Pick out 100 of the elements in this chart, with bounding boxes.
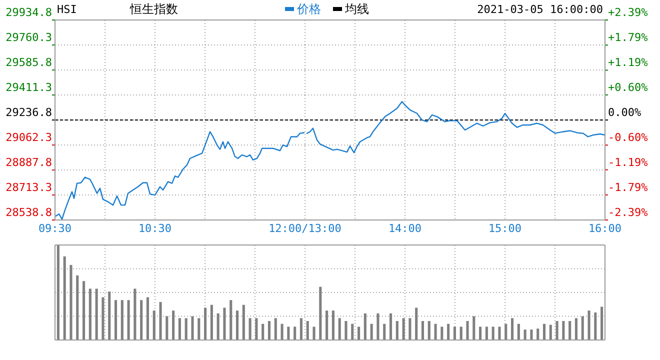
bar: [102, 297, 104, 340]
bar: [396, 321, 398, 340]
bar: [82, 281, 86, 340]
bar: [300, 318, 302, 340]
bar: [510, 318, 514, 340]
x-tick-label: 15:00: [488, 222, 522, 235]
bar: [504, 324, 508, 340]
bar: [517, 324, 520, 340]
bar: [351, 324, 354, 340]
bar: [332, 310, 334, 340]
bar: [376, 313, 380, 340]
bar: [562, 321, 565, 340]
bar: [63, 256, 66, 340]
bar: [134, 288, 136, 340]
y-tick-label: 29411.3: [6, 81, 52, 94]
x-tick-label: 12:00/13:00: [268, 222, 342, 235]
bar: [498, 326, 501, 340]
bar: [268, 321, 271, 340]
bar: [338, 318, 341, 340]
bar: [166, 316, 168, 340]
bar: [152, 310, 156, 340]
bar: [594, 312, 597, 340]
bar: [434, 324, 437, 340]
bar: [280, 324, 284, 340]
text: 2021-03-05 16:00:00: [477, 3, 603, 16]
bar: [453, 326, 456, 340]
bar: [408, 318, 412, 340]
bar: [114, 300, 118, 340]
bar: [524, 330, 526, 340]
legend-label: 均线: [344, 2, 369, 16]
bar: [312, 326, 316, 340]
bar: [198, 318, 200, 340]
bar: [184, 318, 188, 340]
y-tick-label: 29062.3: [6, 131, 52, 144]
bar: [415, 308, 418, 340]
bar: [262, 324, 264, 340]
text: 0.00%: [608, 106, 642, 119]
bar: [230, 300, 232, 340]
chart-title: 恒生指数: [129, 2, 178, 16]
bar: [95, 288, 98, 340]
bar: [242, 304, 245, 340]
bar: [88, 288, 92, 340]
bar: [485, 326, 488, 340]
y-tick-label: 29934.8: [6, 6, 52, 19]
bar: [492, 326, 494, 340]
bar: [120, 300, 124, 340]
bar: [447, 324, 450, 340]
bar: [274, 318, 277, 340]
bar: [460, 326, 462, 340]
bar: [574, 318, 578, 340]
bar: [294, 326, 296, 340]
text: +0.60%: [608, 80, 648, 94]
bar: [287, 326, 290, 340]
x-tick-label: 14:00: [388, 222, 422, 235]
y-tick-label: 29585.8: [6, 56, 52, 69]
bar: [248, 318, 252, 340]
text: -1.79%: [608, 180, 648, 194]
bar: [70, 264, 72, 340]
legend-label: 价格: [296, 2, 321, 16]
bar: [178, 318, 181, 340]
bar: [344, 321, 348, 340]
bar: [588, 310, 590, 340]
bar: [358, 326, 360, 340]
bar: [556, 321, 558, 340]
x-tick-label: 09:30: [38, 222, 72, 235]
y-tick-label: 29760.3: [6, 31, 52, 44]
bar: [542, 324, 546, 340]
bar: [402, 318, 405, 340]
bar: [370, 324, 373, 340]
bar: [223, 308, 226, 340]
bar: [140, 300, 143, 340]
bar: [440, 326, 444, 340]
bar: [472, 316, 476, 340]
y-tick-label: 29236.8: [6, 106, 52, 119]
bar: [210, 304, 213, 340]
bar: [108, 292, 111, 340]
bar: [383, 324, 386, 340]
y-tick-label: 28713.3: [6, 181, 52, 194]
y-tick-label: 28538.8: [6, 206, 52, 219]
bar: [159, 302, 162, 340]
bar: [530, 330, 533, 340]
bar: [216, 313, 220, 340]
text: -0.60%: [608, 131, 648, 144]
text: +2.39%: [608, 6, 648, 19]
bar: [549, 324, 552, 340]
bar: [568, 321, 572, 340]
bar: [306, 321, 309, 340]
x-tick-label: 10:30: [138, 222, 172, 235]
bar: [204, 308, 207, 340]
y-tick-label: 28887.8: [6, 156, 52, 169]
bar: [236, 310, 239, 340]
bar: [364, 313, 366, 340]
bar: [326, 310, 328, 340]
bar: [428, 321, 430, 340]
bar: [421, 321, 424, 340]
text: -2.39%: [608, 206, 648, 219]
bar: [319, 286, 322, 340]
text: +1.19%: [608, 56, 648, 70]
bar: [600, 306, 604, 340]
chart-subtitle: HSI: [57, 3, 77, 16]
